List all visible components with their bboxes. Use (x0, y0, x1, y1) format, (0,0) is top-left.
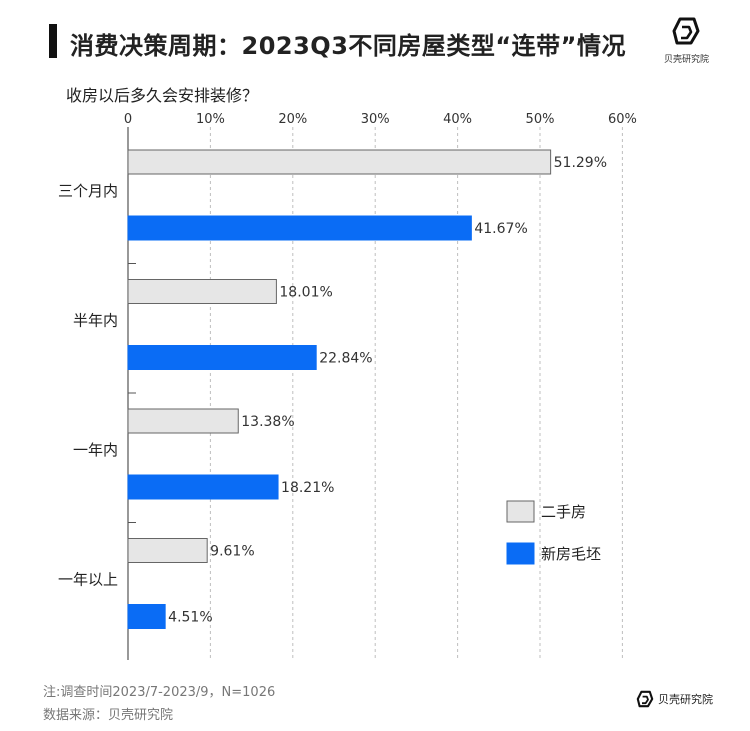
x-tick-label: 60% (608, 112, 637, 127)
category-label: 一年内 (73, 441, 118, 459)
x-tick-label: 40% (443, 112, 472, 127)
chart-subtitle: 收房以后多久会安排装修？ (66, 86, 259, 105)
bar (127, 345, 317, 370)
x-tick-label: 0 (124, 112, 132, 127)
x-tick-label: 30% (361, 112, 390, 127)
bar (127, 408, 239, 434)
legend-label: 新房毛坯 (541, 545, 601, 563)
survey-note: 注:调查时间2023/7-2023/9，N=1026 (43, 685, 276, 700)
brand-footer-icon (636, 690, 654, 708)
data-label: 18.01% (279, 285, 332, 301)
category-label: 一年以上 (58, 571, 118, 589)
chart-title: 消费决策周期：2023Q3不同房屋类型“连带”情况 (70, 32, 626, 60)
brand-logo-icon (672, 17, 700, 45)
x-tick-label: 20% (278, 112, 307, 127)
data-label: 13.38% (241, 414, 294, 430)
data-source: 数据来源：贝壳研究院 (43, 708, 174, 723)
bar (127, 604, 166, 629)
x-tick-label: 50% (526, 112, 555, 127)
legend-label: 二手房 (541, 503, 586, 521)
x-tick-label: 10% (196, 112, 225, 127)
bar (127, 538, 208, 563)
data-label: 9.61% (210, 544, 254, 560)
category-label: 三个月内 (58, 182, 118, 200)
brand-logo-text: 贝壳研究院 (664, 55, 710, 65)
bar (127, 474, 279, 500)
data-label: 22.84% (319, 351, 372, 367)
legend-swatch (506, 500, 535, 523)
legend-swatch (506, 542, 535, 565)
data-label: 51.29% (554, 155, 607, 171)
data-label: 41.67% (474, 221, 527, 237)
bar (127, 215, 472, 241)
title-accent-bar (49, 24, 57, 58)
data-label: 18.21% (281, 480, 334, 496)
category-label: 半年内 (73, 312, 118, 330)
bar (127, 279, 277, 304)
brand-logo: 贝壳研究院 (664, 16, 710, 65)
brand-footer-text: 贝壳研究院 (658, 693, 713, 706)
bar (127, 149, 552, 175)
brand-footer: 贝壳研究院 (636, 690, 713, 708)
data-label: 4.51% (168, 610, 212, 626)
